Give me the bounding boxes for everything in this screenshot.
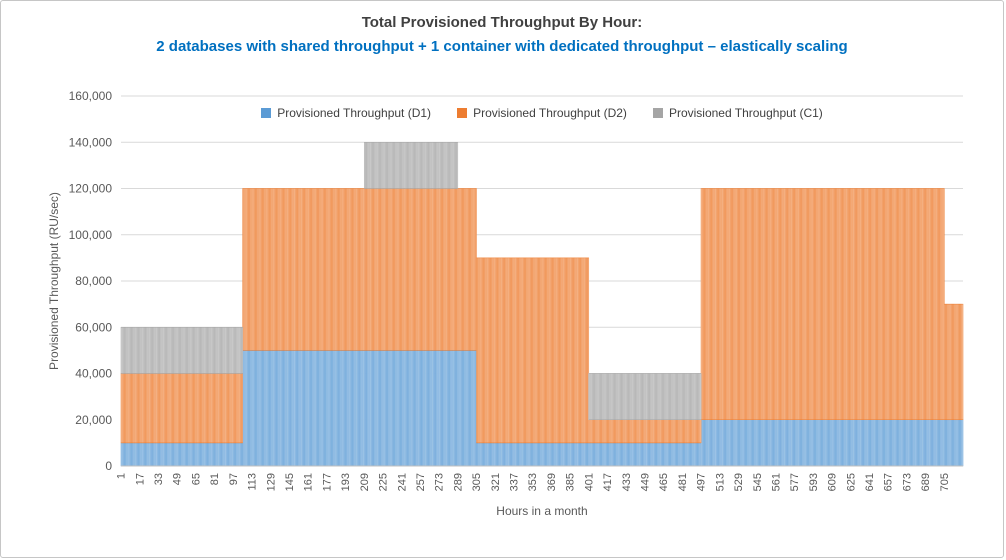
legend-swatch-d2-icon [457, 108, 468, 118]
y-tick-label: 40,000 [75, 367, 112, 381]
legend-swatch-c1-icon [652, 108, 663, 118]
x-tick-label: 289 [452, 473, 464, 491]
bar-c1 [241, 327, 243, 374]
bar-c1 [699, 373, 702, 420]
x-tick-label: 449 [640, 473, 652, 491]
bar-d2 [699, 419, 702, 444]
legend-item-d2: Provisioned Throughput (D2) [457, 106, 627, 120]
bar-d1 [961, 419, 964, 467]
y-tick-label: 160,000 [69, 89, 113, 103]
x-tick-label: 1 [116, 473, 128, 479]
legend-label-d1: Provisioned Throughput (D1) [277, 106, 432, 120]
x-tick-label: 305 [471, 473, 483, 491]
x-tick-label: 321 [490, 473, 502, 491]
y-tick-label: 60,000 [75, 320, 112, 334]
x-tick-label: 385 [565, 473, 577, 491]
x-tick-label: 17 [134, 473, 146, 485]
y-tick-labels: 0 20,000 40,000 60,000 80,000 100,000 120,000 1… [69, 89, 113, 473]
x-tick-label: 609 [827, 473, 839, 491]
x-tick-label: 369 [546, 473, 558, 491]
x-tick-label: 113 [247, 473, 259, 491]
x-tick-labels: 1 17 33 49 65 81 97 113 129 145 161 177 193 209 225 241… [116, 473, 951, 491]
x-tick-label: 513 [714, 473, 726, 491]
y-axis-title: Provisioned Throughput (RU/sec) [47, 192, 61, 370]
x-tick-label: 241 [396, 473, 408, 491]
x-tick-label: 529 [733, 473, 745, 491]
bar-d2 [961, 303, 964, 421]
x-tick-label: 545 [752, 473, 764, 491]
x-tick-label: 145 [284, 473, 296, 491]
x-tick-label: 657 [883, 473, 895, 491]
x-tick-label: 193 [340, 473, 352, 491]
y-tick-label: 120,000 [69, 182, 113, 196]
x-tick-label: 593 [808, 473, 820, 491]
legend-label-c1: Provisioned Throughput (C1) [668, 106, 823, 120]
x-tick-label: 65 [190, 473, 202, 485]
x-tick-label: 257 [415, 473, 427, 491]
x-tick-label: 129 [265, 473, 277, 491]
x-tick-label: 481 [677, 473, 689, 491]
y-tick-label: 80,000 [75, 274, 112, 288]
title-block: Total Provisioned Throughput By Hour: 2 … [1, 14, 1003, 55]
x-tick-label: 273 [434, 473, 446, 491]
x-tick-label: 497 [696, 473, 708, 491]
x-tick-label: 97 [228, 473, 240, 485]
x-tick-label: 209 [359, 473, 371, 491]
chart-title: Total Provisioned Throughput By Hour: [361, 14, 643, 31]
bar-c1 [456, 142, 459, 189]
x-tick-label: 641 [864, 473, 876, 491]
legend: Provisioned Throughput (D1) Provisioned … [121, 106, 963, 120]
x-tick-label: 33 [153, 473, 165, 485]
y-tick-label: 140,000 [69, 135, 113, 149]
y-tick-label: 0 [105, 459, 112, 473]
chart-subtitle: 2 databases with shared throughput + 1 c… [156, 38, 848, 55]
x-tick-label: 705 [939, 473, 951, 491]
x-tick-label: 465 [658, 473, 670, 491]
x-tick-label: 177 [321, 473, 333, 491]
y-tick-label: 100,000 [69, 228, 113, 242]
legend-label-d2: Provisioned Throughput (D2) [473, 106, 627, 120]
x-tick-label: 433 [621, 473, 633, 491]
legend-item-c1: Provisioned Throughput (C1) [652, 106, 823, 120]
x-tick-label: 673 [901, 473, 913, 491]
x-axis-title: Hours in a month [496, 504, 587, 518]
bar-d2 [241, 373, 243, 444]
x-tick-label: 577 [789, 473, 801, 491]
x-tick-label: 689 [920, 473, 932, 491]
x-tick-label: 625 [845, 473, 857, 491]
x-tick-label: 225 [378, 473, 390, 491]
x-tick-label: 49 [172, 473, 184, 485]
x-tick-label: 561 [770, 473, 782, 491]
bars-c1 [120, 142, 702, 420]
bar-d2 [587, 257, 590, 444]
x-tick-label: 161 [303, 473, 315, 491]
x-tick-label: 401 [583, 473, 595, 491]
x-tick-label: 353 [527, 473, 539, 491]
legend-item-d1: Provisioned Throughput (D1) [261, 106, 431, 120]
y-tick-label: 20,000 [75, 413, 112, 427]
legend-swatch-d1-icon [261, 108, 272, 118]
x-tick-label: 417 [602, 473, 614, 491]
x-tick-label: 337 [509, 473, 521, 491]
x-tick-label: 81 [209, 473, 221, 485]
